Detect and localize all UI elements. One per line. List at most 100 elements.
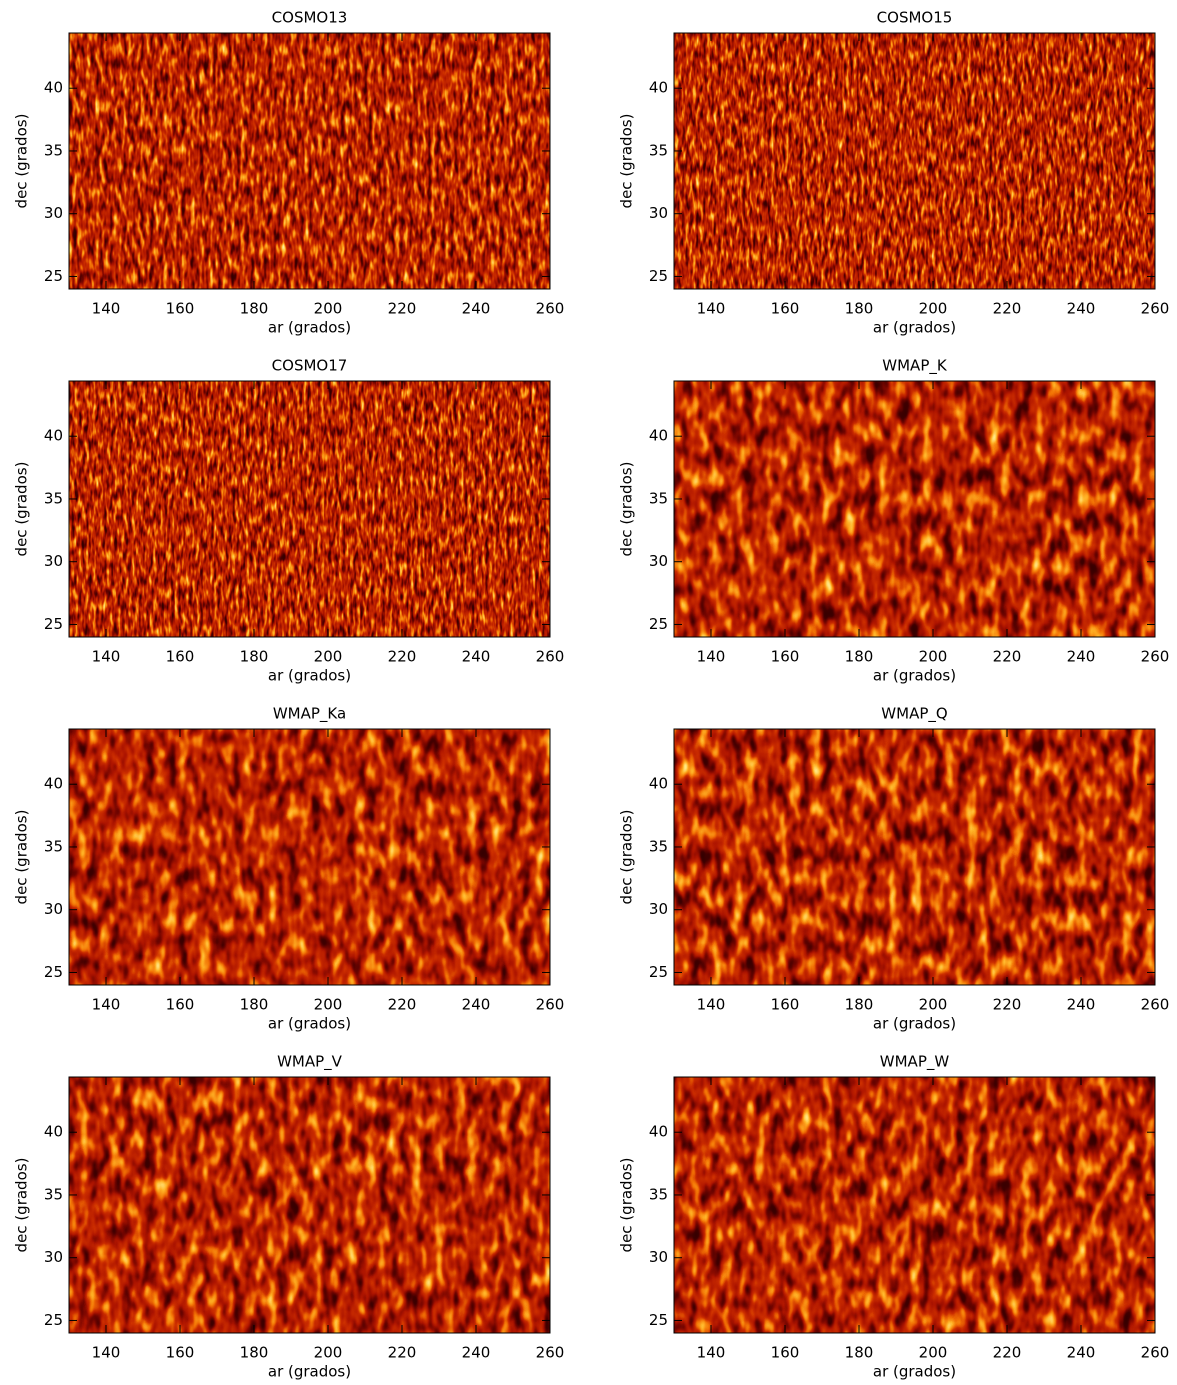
x-axis-label: ar (grados) [873, 667, 956, 685]
x-tick-label: 200 [919, 996, 948, 1014]
y-tick-label: 30 [44, 552, 63, 570]
y-tick-label: 25 [649, 963, 668, 981]
x-tick-label: 240 [1067, 1344, 1096, 1362]
y-tick-label: 35 [649, 141, 668, 159]
y-tick-label: 35 [649, 489, 668, 507]
x-tick-label: 260 [1141, 300, 1170, 318]
plot-frame [68, 728, 551, 986]
x-tick-label: 160 [771, 648, 800, 666]
x-tick-label: 200 [919, 1344, 948, 1362]
y-tick-label: 35 [44, 837, 63, 855]
panel-title: COSMO17 [272, 357, 348, 375]
x-tick-label: 200 [919, 648, 948, 666]
heatmap-image [69, 1077, 550, 1333]
x-tick-label: 260 [1141, 1344, 1170, 1362]
y-tick-label: 40 [44, 1123, 63, 1141]
x-tick-label: 160 [166, 300, 195, 318]
panel-title: WMAP_Q [881, 705, 947, 724]
y-tick-label: 25 [44, 963, 63, 981]
plot-frame [68, 32, 551, 290]
y-tick-label: 40 [649, 1123, 668, 1141]
x-tick-label: 220 [388, 996, 417, 1014]
x-tick-label: 160 [166, 648, 195, 666]
x-tick-label: 220 [388, 648, 417, 666]
x-tick-label: 220 [993, 300, 1022, 318]
x-tick-label: 260 [536, 648, 565, 666]
y-tick-label: 25 [44, 615, 63, 633]
y-tick-label: 40 [44, 427, 63, 445]
x-axis-label: ar (grados) [873, 1015, 956, 1033]
y-tick-label: 35 [649, 1185, 668, 1203]
x-tick-label: 180 [240, 996, 269, 1014]
x-tick-label: 260 [536, 1344, 565, 1362]
x-axis-label: ar (grados) [873, 319, 956, 337]
x-tick-label: 180 [240, 648, 269, 666]
y-tick-label: 40 [649, 427, 668, 445]
y-tick-label: 40 [649, 775, 668, 793]
y-tick-label: 25 [649, 267, 668, 285]
y-tick-label: 40 [44, 79, 63, 97]
x-tick-label: 260 [1141, 996, 1170, 1014]
y-tick-label: 30 [649, 1248, 668, 1266]
x-tick-label: 140 [697, 300, 726, 318]
panel-title: COSMO15 [877, 9, 953, 27]
plot-frame [673, 380, 1156, 638]
x-tick-label: 220 [993, 648, 1022, 666]
panel-title: WMAP_W [880, 1053, 950, 1072]
y-tick-label: 35 [44, 489, 63, 507]
x-tick-label: 200 [314, 996, 343, 1014]
panel: WMAP_Qar (grados) dec (grados) 140 160 180 20… [618, 705, 1170, 1033]
x-tick-label: 200 [919, 300, 948, 318]
y-axis-label: dec (grados) [618, 810, 636, 905]
plot-frame [673, 32, 1156, 290]
x-tick-label: 140 [697, 648, 726, 666]
x-tick-label: 160 [771, 300, 800, 318]
x-tick-label: 140 [92, 648, 121, 666]
x-tick-label: 200 [314, 1344, 343, 1362]
plot-frame [673, 728, 1156, 986]
y-axis-label: dec (grados) [618, 114, 636, 209]
x-tick-label: 260 [536, 300, 565, 318]
x-axis-label: ar (grados) [268, 1363, 351, 1381]
x-tick-label: 140 [92, 996, 121, 1014]
x-axis-label: ar (grados) [268, 319, 351, 337]
x-tick-label: 200 [314, 648, 343, 666]
panel: WMAP_Kar (grados) dec (grados) 140 160 180 20… [618, 357, 1170, 685]
panel: COSMO13 ar (grados) dec (grados) 140 160 180 2… [13, 9, 565, 337]
heatmap-image [69, 381, 550, 637]
x-tick-label: 220 [388, 1344, 417, 1362]
x-tick-label: 260 [536, 996, 565, 1014]
y-tick-label: 30 [44, 204, 63, 222]
panel-title: WMAP_Ka [273, 705, 346, 724]
y-axis-label: dec (grados) [618, 462, 636, 557]
heatmap-image [674, 33, 1155, 289]
panel: WMAP_Var (grados) dec (grados) 140 160 180 20… [13, 1053, 565, 1381]
y-tick-label: 30 [649, 900, 668, 918]
x-tick-label: 180 [845, 300, 874, 318]
heatmap-image [674, 381, 1155, 637]
x-tick-label: 180 [240, 300, 269, 318]
x-axis-label: ar (grados) [268, 667, 351, 685]
y-tick-label: 25 [649, 615, 668, 633]
y-tick-label: 30 [649, 204, 668, 222]
y-tick-label: 40 [44, 775, 63, 793]
heatmap-image [69, 729, 550, 985]
y-tick-label: 25 [44, 267, 63, 285]
x-tick-label: 260 [1141, 648, 1170, 666]
x-tick-label: 160 [166, 996, 195, 1014]
x-tick-label: 220 [388, 300, 417, 318]
heatmap-image [69, 33, 550, 289]
x-tick-label: 240 [1067, 300, 1096, 318]
y-axis-label: dec (grados) [13, 462, 31, 557]
x-tick-label: 240 [1067, 648, 1096, 666]
x-tick-label: 140 [697, 996, 726, 1014]
x-tick-label: 180 [845, 996, 874, 1014]
y-tick-label: 35 [44, 141, 63, 159]
panel-title: WMAP_K [882, 357, 948, 376]
y-tick-label: 25 [649, 1311, 668, 1329]
x-tick-label: 240 [462, 1344, 491, 1362]
y-tick-label: 30 [44, 1248, 63, 1266]
x-axis-label: ar (grados) [268, 1015, 351, 1033]
panel-title: COSMO13 [272, 9, 348, 27]
